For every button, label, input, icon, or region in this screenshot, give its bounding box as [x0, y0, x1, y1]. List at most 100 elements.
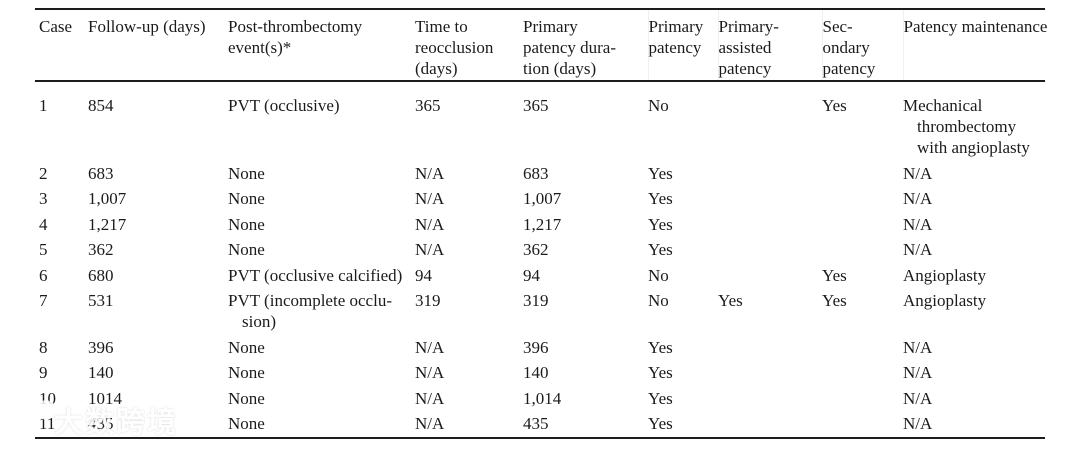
- cell-text: Yes: [648, 214, 673, 234]
- cell-text: 11: [39, 414, 56, 433]
- table-cell-reocclusion: N/A: [415, 186, 523, 212]
- column-header-event: Post-thrombectomy event(s)*: [228, 9, 415, 82]
- cell-text: N/A: [903, 214, 933, 234]
- table-cell-secondary: [822, 411, 903, 438]
- table-cell-reocclusion: N/A: [415, 335, 523, 361]
- table-cell-secondary: Yes: [822, 263, 903, 289]
- table-cell-event: PVT (occlusive calcified): [228, 263, 415, 289]
- cell-text: N/A: [415, 337, 445, 357]
- table-cell-case: 11: [35, 411, 88, 438]
- table-cell-case: 6: [35, 263, 88, 289]
- table-row: 10 1014 None N/A 1,014 Yes N/A: [35, 386, 1045, 412]
- table-cell-secondary: Yes: [822, 81, 903, 161]
- cell-text: No: [648, 96, 669, 115]
- table-row: 9 140 None N/A 140 Yes N/A: [35, 360, 1045, 386]
- cell-text: None: [228, 240, 265, 259]
- column-header-label: Primary- assisted patency: [718, 17, 779, 78]
- table-cell-followup: 683: [88, 161, 228, 187]
- table-cell-assisted: [718, 263, 822, 289]
- cell-text: No: [648, 265, 669, 285]
- table-row: 6 680 PVT (occlusive calcified) 94 94 No Yes An…: [35, 263, 1045, 289]
- cell-text: 362: [88, 240, 114, 259]
- table-cell-reocclusion: N/A: [415, 161, 523, 187]
- column-header-label: Primary patency dura- tion (days): [523, 17, 616, 78]
- table-row: 1 854 PVT (occlusive) 365 365 No Yes Mechanical…: [35, 81, 1045, 161]
- cell-text: Yes: [648, 163, 673, 183]
- cell-text: 140: [523, 363, 549, 382]
- column-header-label: Case: [39, 17, 73, 36]
- cell-text: 1,007: [88, 189, 127, 208]
- table-cell-assisted: Yes: [718, 288, 822, 335]
- table-cell-duration: 435: [523, 411, 648, 438]
- table-cell-event: None: [228, 186, 415, 212]
- cell-text: Yes: [648, 363, 673, 382]
- table-body: 1 854 PVT (occlusive) 365 365 No Yes Mechanical…: [35, 81, 1045, 438]
- cell-text: 5: [39, 240, 48, 259]
- cell-text: 10: [39, 388, 56, 408]
- cell-text: 319: [523, 291, 549, 310]
- table-cell-primary: Yes: [648, 186, 718, 212]
- table-cell-assisted: [718, 212, 822, 238]
- cell-text: 4: [39, 214, 48, 234]
- cell-text: None: [228, 189, 265, 208]
- cell-text: 531: [88, 291, 114, 310]
- table-cell-event: None: [228, 411, 415, 438]
- cell-text: Yes: [648, 240, 673, 259]
- cell-text: 3: [39, 189, 48, 208]
- table-cell-event: None: [228, 386, 415, 412]
- table-cell-case: 10: [35, 386, 88, 412]
- column-header-case: Case: [35, 9, 88, 82]
- table-cell-case: 2: [35, 161, 88, 187]
- table-cell-maintenance: N/A: [903, 237, 1045, 263]
- table-cell-maintenance: N/A: [903, 360, 1045, 386]
- column-header-label: Primary patency: [648, 17, 704, 57]
- table-cell-duration: 362: [523, 237, 648, 263]
- cell-text: 854: [88, 96, 114, 115]
- table-cell-followup: 1,217: [88, 212, 228, 238]
- cell-text: 435: [523, 414, 549, 433]
- cell-text: 683: [523, 163, 549, 183]
- cell-text: PVT (occlusive calcified): [228, 265, 403, 285]
- table-cell-assisted: [718, 360, 822, 386]
- table-header-row: Case Follow-up (days) Post-thrombectomy ev…: [35, 9, 1048, 82]
- table-row: 7 531 PVT (incomplete occlu- sion) 319 319 No…: [35, 288, 1045, 335]
- table-cell-event: None: [228, 360, 415, 386]
- table-cell-assisted: [718, 411, 822, 438]
- table-cell-duration: 140: [523, 360, 648, 386]
- table-cell-case: 8: [35, 335, 88, 361]
- column-header-label: Patency maintenance: [903, 17, 1048, 36]
- table-cell-primary: Yes: [648, 212, 718, 238]
- cell-text: N/A: [903, 240, 933, 259]
- table-cell-secondary: [822, 161, 903, 187]
- table-cell-reocclusion: 319: [415, 288, 523, 335]
- cell-text: 1: [39, 96, 48, 115]
- cell-text: Angioplasty: [903, 265, 987, 285]
- table-cell-followup: 362: [88, 237, 228, 263]
- table-cell-maintenance: N/A: [903, 411, 1045, 438]
- table-cell-event: PVT (occlusive): [228, 81, 415, 161]
- cell-text: 1,217: [523, 214, 562, 234]
- table-cell-duration: 683: [523, 161, 648, 187]
- cell-text: 396: [88, 337, 114, 357]
- cell-text: 1,217: [88, 214, 127, 234]
- table-cell-primary: Yes: [648, 161, 718, 187]
- cell-text: Yes: [648, 337, 673, 357]
- column-header-label: Post-thrombectomy event(s)*: [228, 17, 363, 57]
- table-cell-followup: 396: [88, 335, 228, 361]
- table-cell-duration: 1,007: [523, 186, 648, 212]
- table-cell-secondary: [822, 335, 903, 361]
- cell-text: Yes: [648, 388, 673, 408]
- table-cell-followup: 1,007: [88, 186, 228, 212]
- cell-text: None: [228, 337, 265, 357]
- cell-text: 319: [415, 291, 441, 310]
- table-cell-followup: 435: [88, 411, 228, 438]
- cell-text: N/A: [903, 363, 933, 382]
- table-cell-reocclusion: 365: [415, 81, 523, 161]
- table-cell-maintenance: N/A: [903, 335, 1045, 361]
- cell-text: None: [228, 214, 265, 234]
- table-row: 8 396 None N/A 396 Yes N/A: [35, 335, 1045, 361]
- table-cell-primary: Yes: [648, 360, 718, 386]
- table-cell-event: None: [228, 212, 415, 238]
- table-row: 2 683 None N/A 683 Yes N/A: [35, 161, 1045, 187]
- table-cell-duration: 1,014: [523, 386, 648, 412]
